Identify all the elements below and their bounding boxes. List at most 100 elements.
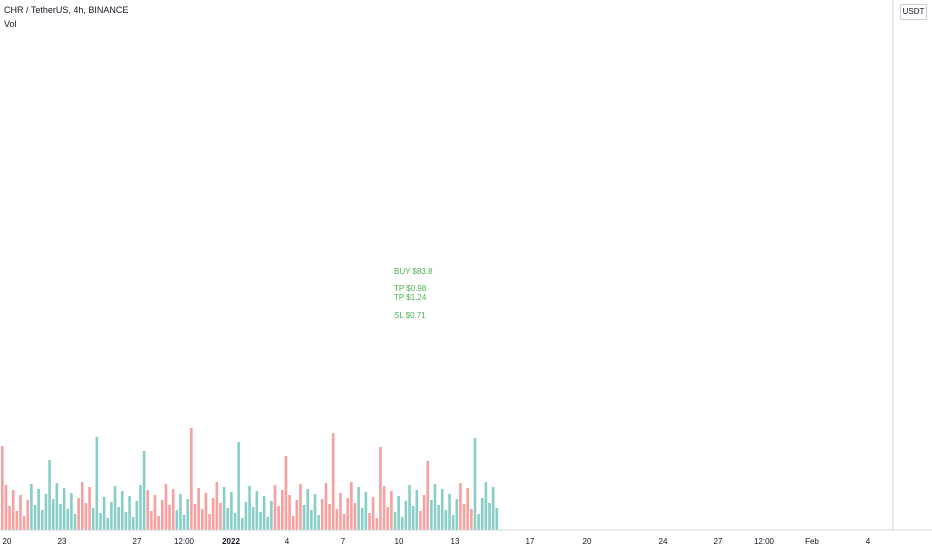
volume-bar	[382, 486, 386, 530]
volume-bar	[302, 505, 306, 530]
volume-bar	[240, 518, 244, 530]
volume-bar	[400, 517, 404, 530]
volume-bar	[59, 504, 62, 530]
volume-bar	[324, 483, 328, 530]
time-tick-label: 20	[583, 537, 592, 546]
volume-bar	[411, 506, 415, 530]
volume-bar	[55, 483, 59, 530]
volume-bar	[33, 505, 37, 530]
volume-bar	[4, 485, 8, 530]
volume-bar	[284, 456, 288, 530]
volume-bar	[379, 447, 382, 530]
volume-bar	[142, 451, 146, 530]
volume-bar	[491, 487, 495, 530]
trade-notes: Second TPFirst TPStop lossBUY $83.8TP $0…	[394, 267, 433, 320]
volume-bar	[66, 509, 70, 530]
time-tick-label: 24	[659, 537, 668, 546]
volume-bar	[124, 512, 128, 530]
volume-bar	[320, 499, 324, 530]
volume-bar	[157, 516, 160, 530]
time-tick-label: 12:00	[754, 537, 775, 546]
volume-bar	[335, 509, 339, 530]
volume-bar	[1, 446, 4, 530]
volume-bar	[175, 510, 179, 530]
volume-bar	[171, 489, 175, 530]
volume-bar	[280, 490, 284, 530]
volume-bar	[15, 511, 19, 530]
volume-bar	[120, 491, 124, 530]
volume-bar	[495, 508, 499, 530]
volume-bar	[455, 499, 459, 530]
volume-label: Vol	[4, 19, 17, 29]
volume-bar	[339, 493, 342, 530]
volume-bar	[422, 495, 426, 530]
time-tick-label: 20	[3, 537, 12, 546]
volume-bar	[244, 502, 248, 530]
volume-bar	[317, 515, 320, 530]
buy-note: BUY $83.8	[394, 267, 433, 276]
volume-bar	[219, 503, 222, 530]
volume-bar	[262, 496, 266, 530]
volume-bar	[230, 492, 233, 530]
volume-bar	[128, 496, 131, 530]
currency-button[interactable]: USDT	[900, 4, 927, 20]
volume-bar	[462, 504, 466, 530]
volume-bar	[331, 433, 335, 530]
volume-bar	[371, 497, 375, 530]
time-tick-label: 13	[451, 537, 460, 546]
volume-bar	[473, 438, 477, 530]
volume-bar	[393, 512, 397, 530]
volume-bar	[270, 501, 273, 530]
volume-bar	[11, 490, 15, 530]
chart-title: CHR / TetherUS, 4h, BINANCE	[4, 5, 129, 15]
time-tick-label: 4	[285, 537, 290, 546]
volume-bar	[30, 484, 33, 530]
time-tick-label: 7	[341, 537, 346, 546]
volume-bar	[415, 490, 419, 530]
volume-bar	[186, 499, 190, 530]
tp2-note: TP $1.24	[394, 293, 427, 302]
volume-bar	[386, 507, 390, 530]
volume-bar	[222, 487, 226, 530]
volume-bar	[390, 491, 393, 530]
volume-bar	[150, 511, 153, 530]
volume-bar	[22, 516, 26, 530]
volume-bar	[113, 486, 117, 530]
volume-bar	[153, 495, 157, 530]
volume-bar	[470, 509, 473, 530]
volume-bar	[306, 489, 310, 530]
volume-bar	[160, 500, 164, 530]
volume-bar	[357, 487, 360, 530]
time-tick-label: 4	[866, 537, 871, 546]
volume-bars	[1, 428, 499, 530]
volume-bar	[404, 501, 408, 530]
volume-bar	[397, 496, 400, 530]
volume-bar	[484, 482, 488, 530]
volume-bar	[313, 494, 317, 530]
volume-bar	[426, 461, 430, 530]
volume-bar	[328, 504, 331, 530]
volume-bar	[346, 498, 350, 530]
volume-bar	[99, 513, 102, 530]
volume-bar	[110, 502, 113, 530]
volume-bar	[146, 490, 150, 530]
volume-bar	[288, 495, 291, 530]
volume-bar	[48, 460, 51, 530]
time-tick-label: 17	[526, 537, 535, 546]
volume-bar	[26, 500, 30, 530]
sl-note: SL $0.71	[394, 311, 426, 320]
volume-bar	[419, 511, 422, 530]
volume-bar	[451, 515, 455, 530]
volume-bar	[251, 507, 255, 530]
volume-bar	[8, 506, 11, 530]
volume-bar	[182, 515, 186, 530]
time-tick-label: 27	[714, 537, 723, 546]
volume-bar	[299, 484, 302, 530]
volume-bar	[408, 485, 411, 530]
volume-bar	[70, 493, 73, 530]
volume-bar	[19, 495, 22, 530]
volume-bar	[488, 503, 491, 530]
volume-bar	[364, 492, 368, 530]
volume-bar	[208, 514, 211, 530]
